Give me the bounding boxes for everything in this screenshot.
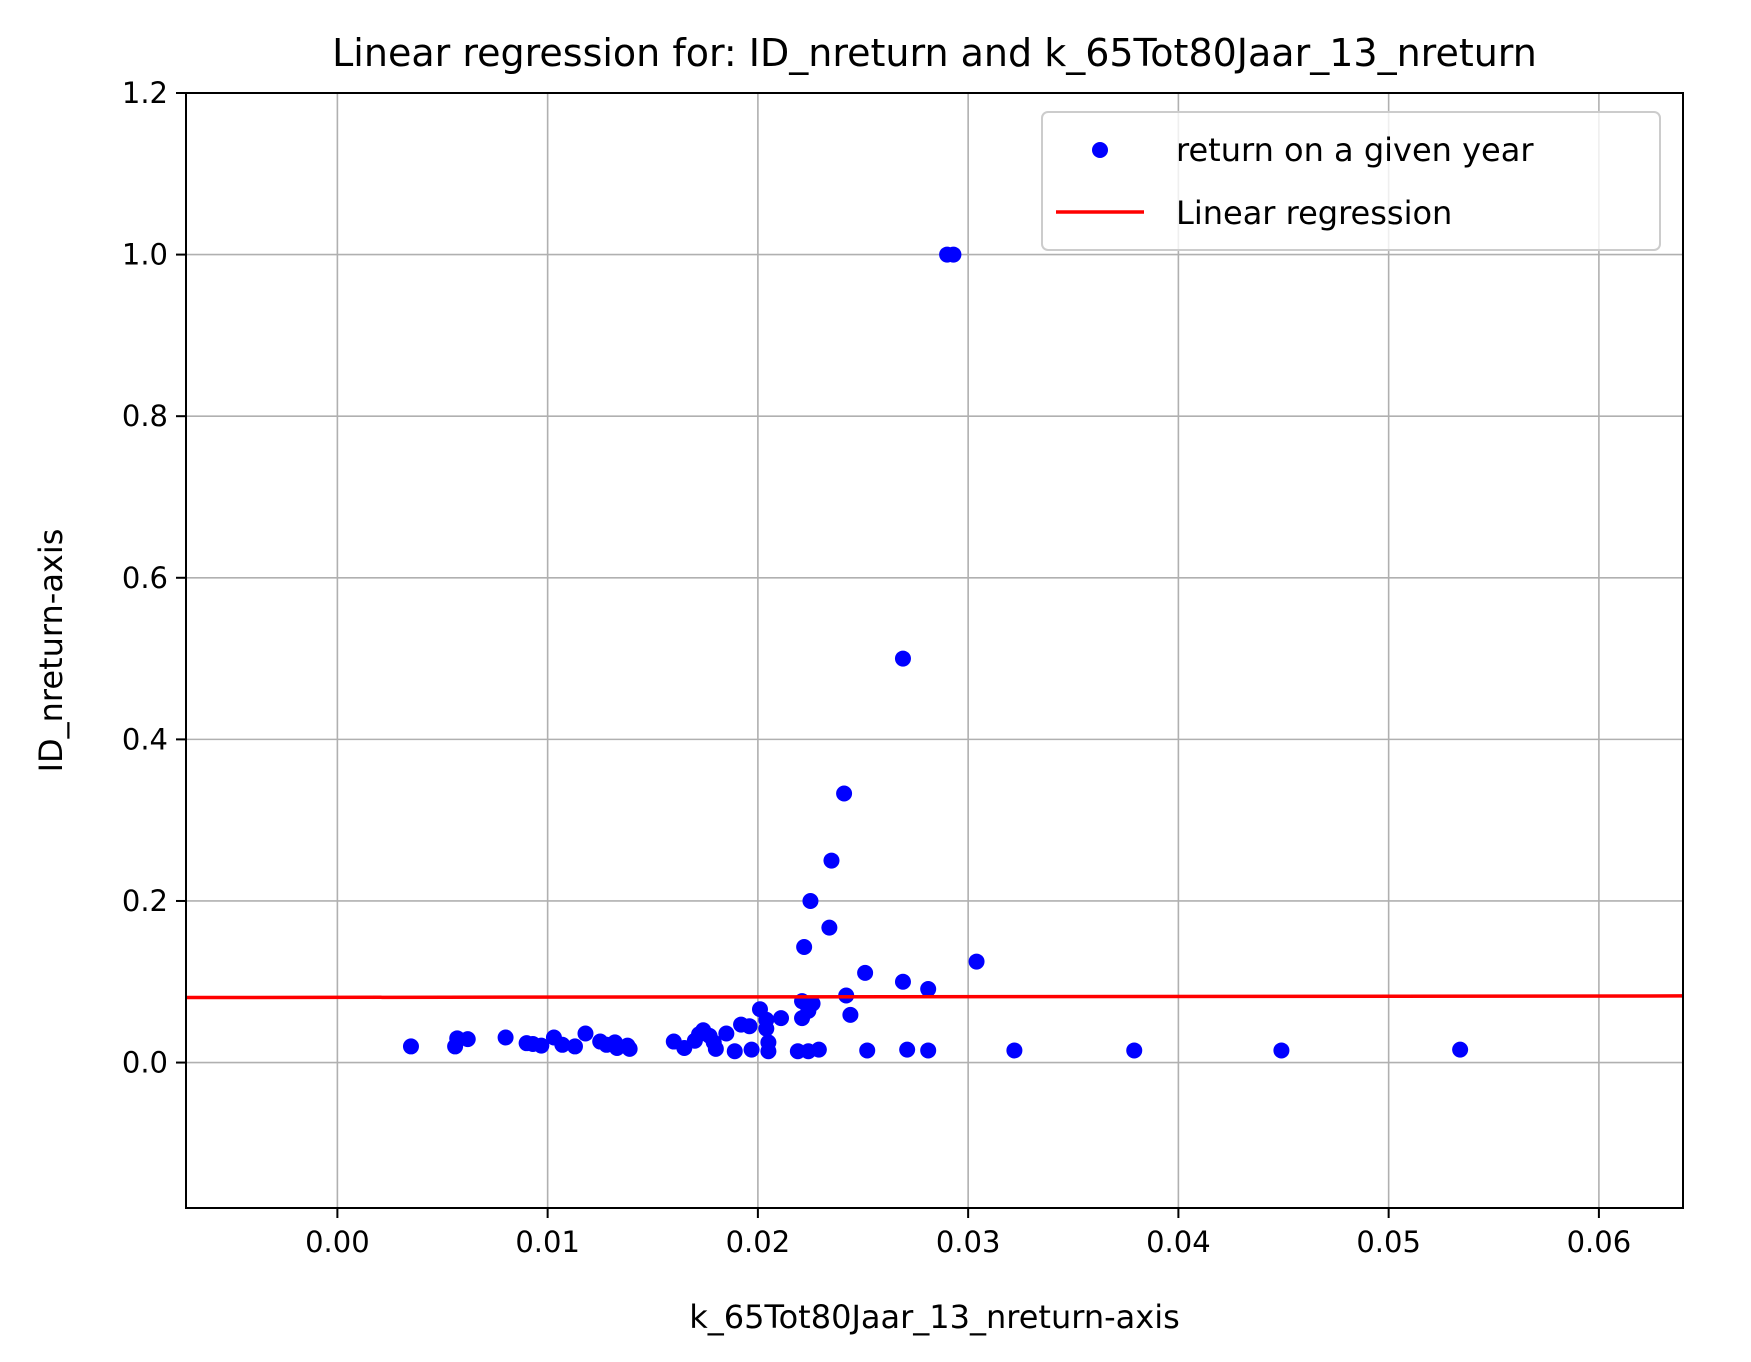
scatter-point	[621, 1040, 638, 1057]
scatter-point	[741, 1018, 758, 1035]
y-tick-label: 0.8	[122, 399, 168, 433]
scatter-point	[459, 1031, 476, 1048]
x-tick-label: 0.02	[726, 1225, 791, 1259]
scatter-point	[566, 1038, 583, 1055]
x-tick-label: 0.01	[515, 1225, 580, 1259]
scatter-point	[920, 1042, 937, 1059]
scatter-point	[920, 981, 937, 998]
y-tick-label: 1.2	[122, 76, 168, 110]
scatter-point	[1273, 1042, 1290, 1059]
scatter-point	[1126, 1042, 1143, 1059]
scatter-point	[857, 964, 874, 981]
scatter-point	[577, 1025, 594, 1042]
scatter-point	[802, 892, 819, 909]
scatter-point	[1006, 1042, 1023, 1059]
scatter-point	[894, 973, 911, 990]
scatter-point	[859, 1042, 876, 1059]
scatter-point	[743, 1041, 760, 1058]
x-axis-label: k_65Tot80Jaar_13_nreturn-axis	[689, 1298, 1180, 1336]
scatter-point	[899, 1041, 916, 1058]
scatter-point	[804, 995, 821, 1012]
scatter-point	[836, 785, 853, 802]
y-tick-label: 0.0	[122, 1046, 168, 1080]
legend-line-label: Linear regression	[1176, 194, 1452, 232]
y-tick-label: 0.4	[122, 722, 168, 756]
scatter-point	[1452, 1041, 1469, 1058]
scatter-point	[758, 1020, 775, 1037]
x-tick-label: 0.04	[1146, 1225, 1211, 1259]
scatter-point	[402, 1038, 419, 1055]
regression-line	[185, 994, 1684, 1000]
scatter-point	[945, 246, 962, 263]
scatter-point	[823, 852, 840, 869]
legend: return on a given year Linear regression	[1041, 111, 1661, 251]
scatter-point	[554, 1036, 571, 1053]
scatter-point	[497, 1029, 514, 1046]
y-tick-label: 0.6	[122, 561, 168, 595]
x-tick-label: 0.05	[1356, 1225, 1421, 1259]
scatter-point	[796, 939, 813, 956]
y-axis-label: ID_nreturn-axis	[32, 529, 70, 773]
plot-marks	[185, 246, 1684, 1060]
legend-scatter-label: return on a given year	[1176, 131, 1534, 169]
scatter-point	[821, 919, 838, 936]
scatter-point	[968, 953, 985, 970]
scatter-point	[773, 1010, 790, 1027]
scatter-point	[726, 1043, 743, 1060]
legend-box	[1041, 111, 1661, 251]
chart-title: Linear regression for: ID_nreturn and k_…	[332, 31, 1537, 75]
scatter-point	[760, 1043, 777, 1060]
legend-scatter-marker	[1092, 142, 1108, 158]
scatter-point	[533, 1037, 550, 1054]
scatter-point	[707, 1040, 724, 1057]
scatter-point	[810, 1041, 827, 1058]
x-tick-label: 0.03	[936, 1225, 1001, 1259]
scatter-point	[894, 650, 911, 667]
scatter-point	[842, 1006, 859, 1023]
x-tick-label: 0.06	[1567, 1225, 1632, 1259]
y-tick-label: 1.0	[122, 238, 168, 272]
ticks: 0.00 0.01 0.02 0.03 0.04 0.05 0.06 0.0 0.2 0.4 0.6…	[122, 76, 1631, 1259]
scatter-point	[718, 1025, 735, 1042]
plot-frame	[185, 92, 1684, 1209]
y-tick-label: 0.2	[122, 884, 168, 918]
x-tick-label: 0.00	[305, 1225, 370, 1259]
